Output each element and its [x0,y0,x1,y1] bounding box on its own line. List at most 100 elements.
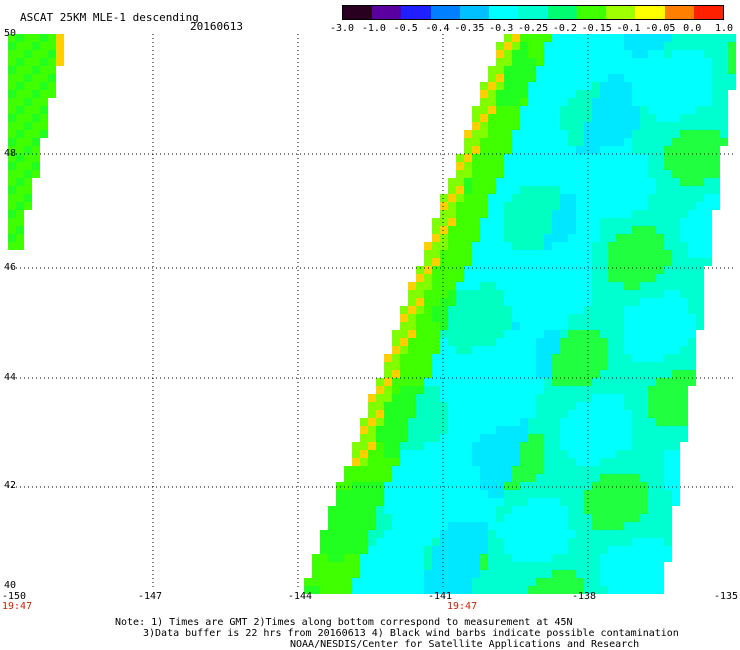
swath-cell [600,234,608,242]
swath-cell [608,106,616,114]
swath-cell [424,578,432,586]
swath-cell [384,474,392,482]
swath-cell [704,130,712,138]
swath-cell [560,290,568,298]
swath-cell [608,466,616,474]
swath-cell [512,458,520,466]
swath-cell [464,586,472,594]
swath-cell [672,42,680,50]
swath-cell [688,66,696,74]
swath-cell [472,378,480,386]
swath-cell [576,474,584,482]
swath-cell [552,370,560,378]
swath-cell [472,498,480,506]
swath-cell [408,426,416,434]
swath-cell [608,34,616,42]
swath-cell [600,266,608,274]
swath-cell [544,146,552,154]
swath-cell [368,514,376,522]
swath-cell [544,58,552,66]
swath-cell [528,114,536,122]
swath-cell [720,130,728,138]
swath-cell [680,178,688,186]
swath-cell [456,442,464,450]
swath-cell [680,74,688,82]
swath-cell [504,546,512,554]
swath-cell [544,346,552,354]
swath-cell [432,282,440,290]
swath-cell [640,218,648,226]
swath-cell [688,346,696,354]
swath-cell [528,250,536,258]
swath-cell [424,338,432,346]
swath-cell [640,426,648,434]
swath-cell [536,458,544,466]
swath-cell [304,586,312,594]
swath-cell [504,458,512,466]
swath-cell [616,290,624,298]
swath-cell [528,554,536,562]
swath-cell [368,474,376,482]
swath-cell [448,578,456,586]
colorbar-tick-label: -1.0 [361,23,386,34]
swath-cell [464,242,472,250]
swath-cell [24,170,32,178]
swath-cell [536,122,544,130]
swath-cell [528,266,536,274]
swath-cell [576,538,584,546]
swath-cell [416,458,424,466]
swath-cell [544,570,552,578]
swath-cell [600,578,608,586]
swath-cell [472,114,480,122]
swath-cell [696,290,704,298]
swath-cell [592,578,600,586]
swath-cell [544,578,552,586]
swath-cell [568,234,576,242]
swath-cell [472,298,480,306]
swath-cell [648,282,656,290]
swath-cell [624,426,632,434]
swath-cell [616,530,624,538]
swath-cell [32,74,40,82]
swath-cell [696,186,704,194]
swath-cell [544,498,552,506]
swath-cell [640,106,648,114]
swath-cell [504,90,512,98]
swath-cell [536,34,544,42]
swath-cell [344,538,352,546]
swath-cell [624,130,632,138]
swath-cell [560,538,568,546]
swath-cell [720,138,728,146]
swath-cell [424,394,432,402]
swath-cell [616,106,624,114]
swath-cell [688,154,696,162]
swath-cell [688,338,696,346]
swath-cell [488,394,496,402]
swath-cell [608,42,616,50]
swath-cell [432,522,440,530]
swath-cell [464,178,472,186]
swath-cell [576,226,584,234]
swath-cell [392,514,400,522]
swath-cell [488,258,496,266]
swath-cell [616,498,624,506]
swath-cell [624,74,632,82]
swath-cell [544,66,552,74]
lat-label-44: 44 [4,372,17,383]
swath-cell [336,514,344,522]
swath-cell [624,410,632,418]
swath-cell [600,338,608,346]
swath-cell [680,58,688,66]
swath-cell [656,322,664,330]
swath-cell [712,74,720,82]
swath-cell [632,466,640,474]
swath-cell [440,362,448,370]
swath-cell [672,202,680,210]
colorbar-segment [576,6,607,19]
swath-cell [480,298,488,306]
swath-cell [24,162,32,170]
swath-cell [432,578,440,586]
swath-cell [664,274,672,282]
swath-cell [440,210,448,218]
swath-cell [488,122,496,130]
